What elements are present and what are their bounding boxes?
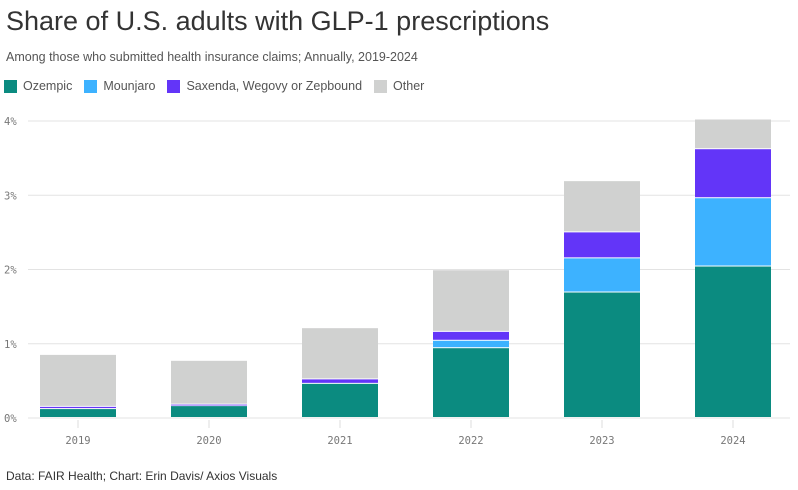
bar-saxenda-wegovy-or-zepbound	[302, 379, 378, 383]
legend-label: Other	[393, 79, 425, 93]
bar-other	[40, 354, 116, 406]
y-tick-label: 3%	[4, 190, 17, 202]
legend-swatch	[4, 79, 17, 93]
chart-title: Share of U.S. adults with GLP-1 prescrip…	[6, 6, 550, 36]
legend-swatch	[374, 79, 388, 93]
legend-item: Saxenda, Wegovy or Zepbound	[167, 79, 362, 93]
bar-saxenda-wegovy-or-zepbound	[695, 149, 771, 198]
bar-mounjaro	[564, 258, 640, 292]
x-tick-label: 2024	[720, 435, 745, 447]
bar-saxenda-wegovy-or-zepbound	[433, 331, 509, 340]
bar-other	[564, 181, 640, 232]
legend: Ozempic Mounjaro Saxenda, Wegovy or Zepbou…	[4, 79, 424, 93]
legend-label: Mounjaro	[103, 79, 156, 93]
bar-other	[695, 119, 771, 149]
y-tick-label: 4%	[4, 116, 17, 128]
x-tick-label: 2020	[196, 435, 221, 447]
bar-ozempic	[302, 383, 378, 417]
bar-ozempic	[564, 292, 640, 417]
legend-item: Mounjaro	[84, 79, 155, 93]
x-tick-label: 2023	[589, 435, 614, 447]
bar-ozempic	[171, 406, 247, 417]
bar-other	[302, 328, 378, 379]
legend-swatch	[167, 79, 181, 93]
bar-ozempic	[433, 348, 509, 417]
x-tick-label: 2019	[65, 435, 90, 447]
bar-saxenda-wegovy-or-zepbound	[171, 404, 247, 406]
legend-label: Ozempic	[23, 79, 73, 93]
bar-other	[171, 360, 247, 404]
y-tick-label: 2%	[4, 265, 17, 277]
bar-saxenda-wegovy-or-zepbound	[564, 232, 640, 258]
legend-swatch	[84, 79, 98, 93]
x-tick-label: 2022	[458, 435, 483, 447]
bar-ozempic	[40, 409, 116, 417]
bar-mounjaro	[433, 340, 509, 348]
y-tick-label: 1%	[4, 339, 17, 351]
source-note: Data: FAIR Health; Chart: Erin Davis/ Ax…	[6, 469, 278, 483]
legend-item: Ozempic	[4, 79, 72, 93]
legend-item: Other	[374, 79, 424, 93]
legend-label: Saxenda, Wegovy or Zepbound	[186, 79, 363, 93]
x-tick-label: 2021	[327, 435, 352, 447]
y-tick-label: 0%	[4, 413, 17, 425]
bar-saxenda-wegovy-or-zepbound	[40, 406, 116, 409]
bar-mounjaro	[695, 198, 771, 266]
bar-ozempic	[695, 266, 771, 417]
chart-subtitle: Among those who submitted health insuran…	[6, 50, 418, 64]
bar-other	[433, 270, 509, 331]
